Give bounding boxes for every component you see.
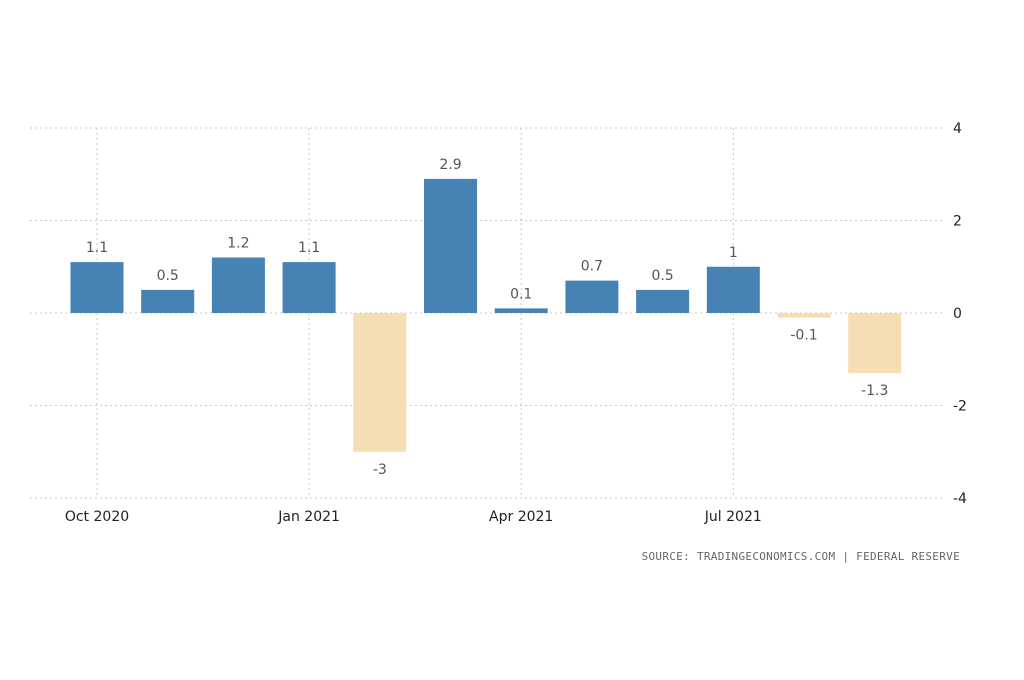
bar-value-label: 1.1 xyxy=(86,240,108,256)
bar xyxy=(636,289,690,313)
y-tick-label: -2 xyxy=(953,399,967,415)
bar xyxy=(211,257,265,313)
bar-value-label: 1.2 xyxy=(227,236,249,252)
y-tick-label: 4 xyxy=(953,121,962,137)
bar-value-label: 0.5 xyxy=(651,268,673,284)
y-tick-label: 0 xyxy=(953,306,962,322)
bar xyxy=(565,280,619,313)
bar-value-label: -1.3 xyxy=(861,383,888,399)
bar xyxy=(494,308,548,313)
bar-value-label: 1 xyxy=(729,245,738,261)
bar xyxy=(848,313,902,374)
bar-value-label: 1.1 xyxy=(298,240,320,256)
bar xyxy=(70,262,124,313)
bar xyxy=(141,289,195,313)
bar-value-label: 0.7 xyxy=(581,259,603,275)
bar xyxy=(353,313,407,452)
bar-value-label: 2.9 xyxy=(439,157,461,173)
x-tick-label: Apr 2021 xyxy=(489,509,553,525)
y-tick-label: -4 xyxy=(953,491,967,507)
y-tick-label: 2 xyxy=(953,214,962,230)
x-tick-label: Jul 2021 xyxy=(704,509,762,525)
bar-value-label: -0.1 xyxy=(790,328,817,344)
bar-value-label: -3 xyxy=(373,462,387,478)
bar xyxy=(777,313,831,318)
bar xyxy=(424,178,477,313)
x-tick-label: Oct 2020 xyxy=(65,509,129,525)
bar-value-label: 0.5 xyxy=(157,268,179,284)
bar xyxy=(706,266,760,313)
x-tick-label: Jan 2021 xyxy=(277,509,340,525)
bar-value-label: 0.1 xyxy=(510,286,532,302)
source-note: SOURCE: TRADINGECONOMICS.COM | FEDERAL R… xyxy=(641,550,960,563)
bar xyxy=(282,262,336,313)
